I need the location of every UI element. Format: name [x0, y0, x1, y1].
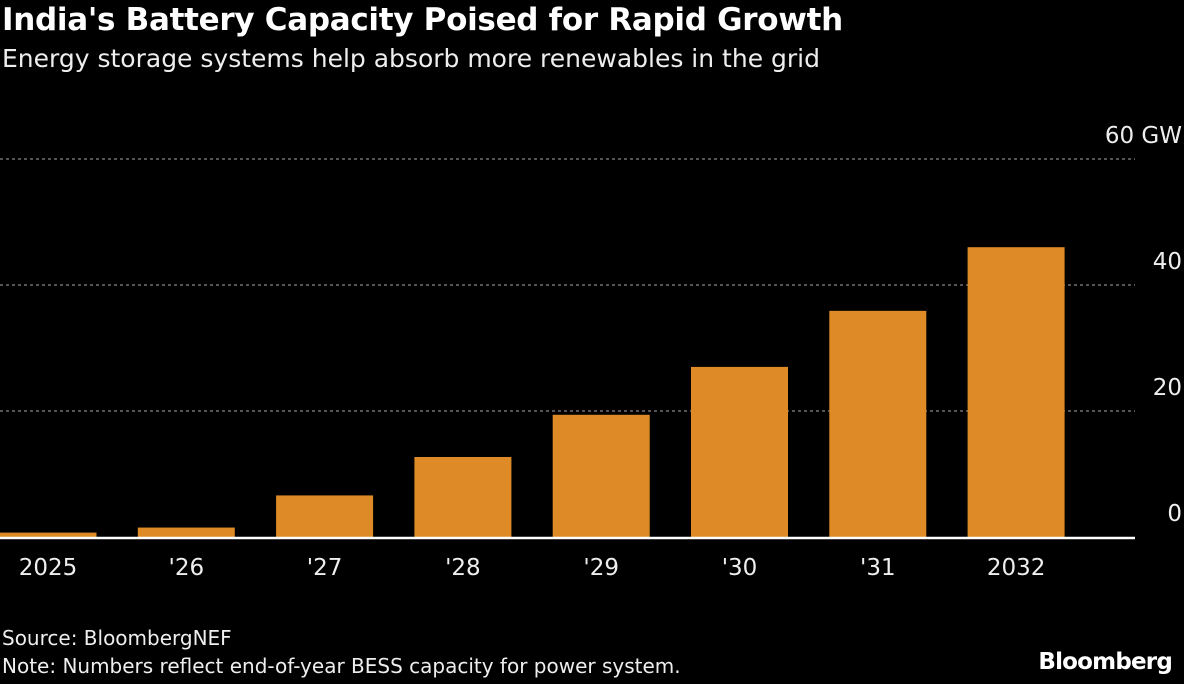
chart-title: India's Battery Capacity Poised for Rapi… [2, 2, 843, 38]
y-tick-label: 40 [1153, 249, 1182, 275]
bar-28 [414, 456, 512, 537]
bar-2025 [0, 532, 97, 537]
x-tick-label: '30 [722, 555, 758, 581]
y-tick-label: 60 GW [1105, 123, 1182, 149]
x-tick-label: '31 [860, 555, 896, 581]
bar-26 [137, 527, 235, 537]
x-tick-label: 2025 [19, 555, 78, 581]
source-note: Source: BloombergNEF [2, 626, 232, 650]
x-tick-label: '27 [307, 555, 343, 581]
y-tick-label: 0 [1167, 501, 1182, 527]
bar-30 [691, 366, 788, 537]
footnote: Note: Numbers reflect end-of-year BESS c… [2, 654, 681, 678]
x-tick-label: '26 [169, 555, 205, 581]
x-tick-label: '28 [445, 555, 481, 581]
bar-27 [276, 495, 374, 537]
bar-2032 [967, 247, 1065, 537]
y-tick-label: 20 [1153, 375, 1182, 401]
bar-31 [829, 310, 927, 537]
x-tick-label: '29 [583, 555, 619, 581]
bar-29 [552, 414, 650, 537]
bloomberg-logo: Bloomberg [1038, 649, 1172, 675]
chart-subtitle: Energy storage systems help absorb more … [2, 44, 820, 73]
x-tick-label: 2032 [987, 555, 1046, 581]
